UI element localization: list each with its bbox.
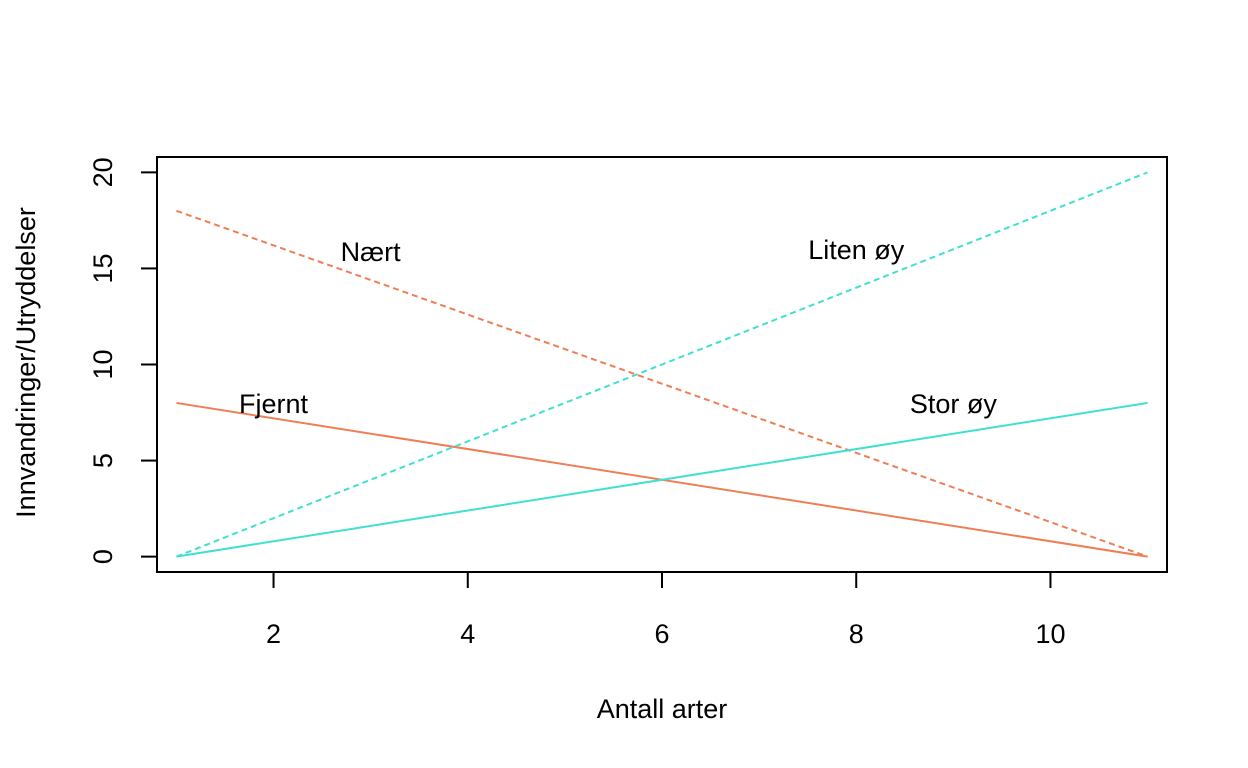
- y-tick-label: 20: [88, 157, 118, 187]
- annotation-label: Fjernt: [239, 389, 309, 419]
- y-tick-label: 0: [88, 549, 118, 564]
- x-axis: 2 4 6 8 10: [266, 571, 1065, 649]
- x-tick-label: 10: [1035, 619, 1065, 649]
- x-tick-label: 8: [849, 619, 864, 649]
- series-line-3: [176, 171, 1148, 558]
- annotation-label: Stor øy: [910, 389, 998, 419]
- x-axis-label: Antall arter: [597, 694, 728, 724]
- x-tick-label: 2: [266, 619, 281, 649]
- series-layer: [176, 171, 1148, 558]
- series-line-4: [176, 401, 1148, 558]
- x-tick-label: 6: [654, 619, 669, 649]
- series-line-1: [176, 209, 1148, 558]
- y-axis: 0 5 10 15 20: [88, 157, 158, 564]
- y-tick-label: 5: [88, 453, 118, 468]
- annotation-label: Nært: [341, 237, 401, 267]
- y-tick-label: 10: [88, 349, 118, 379]
- y-axis-label: Innvandringer/Utryddelser: [11, 207, 41, 518]
- annotation-label: Liten øy: [808, 235, 905, 265]
- annotation-layer: Nært Fjernt Liten øy Stor øy: [239, 235, 997, 419]
- y-tick-label: 15: [88, 253, 118, 283]
- x-tick-label: 4: [460, 619, 475, 649]
